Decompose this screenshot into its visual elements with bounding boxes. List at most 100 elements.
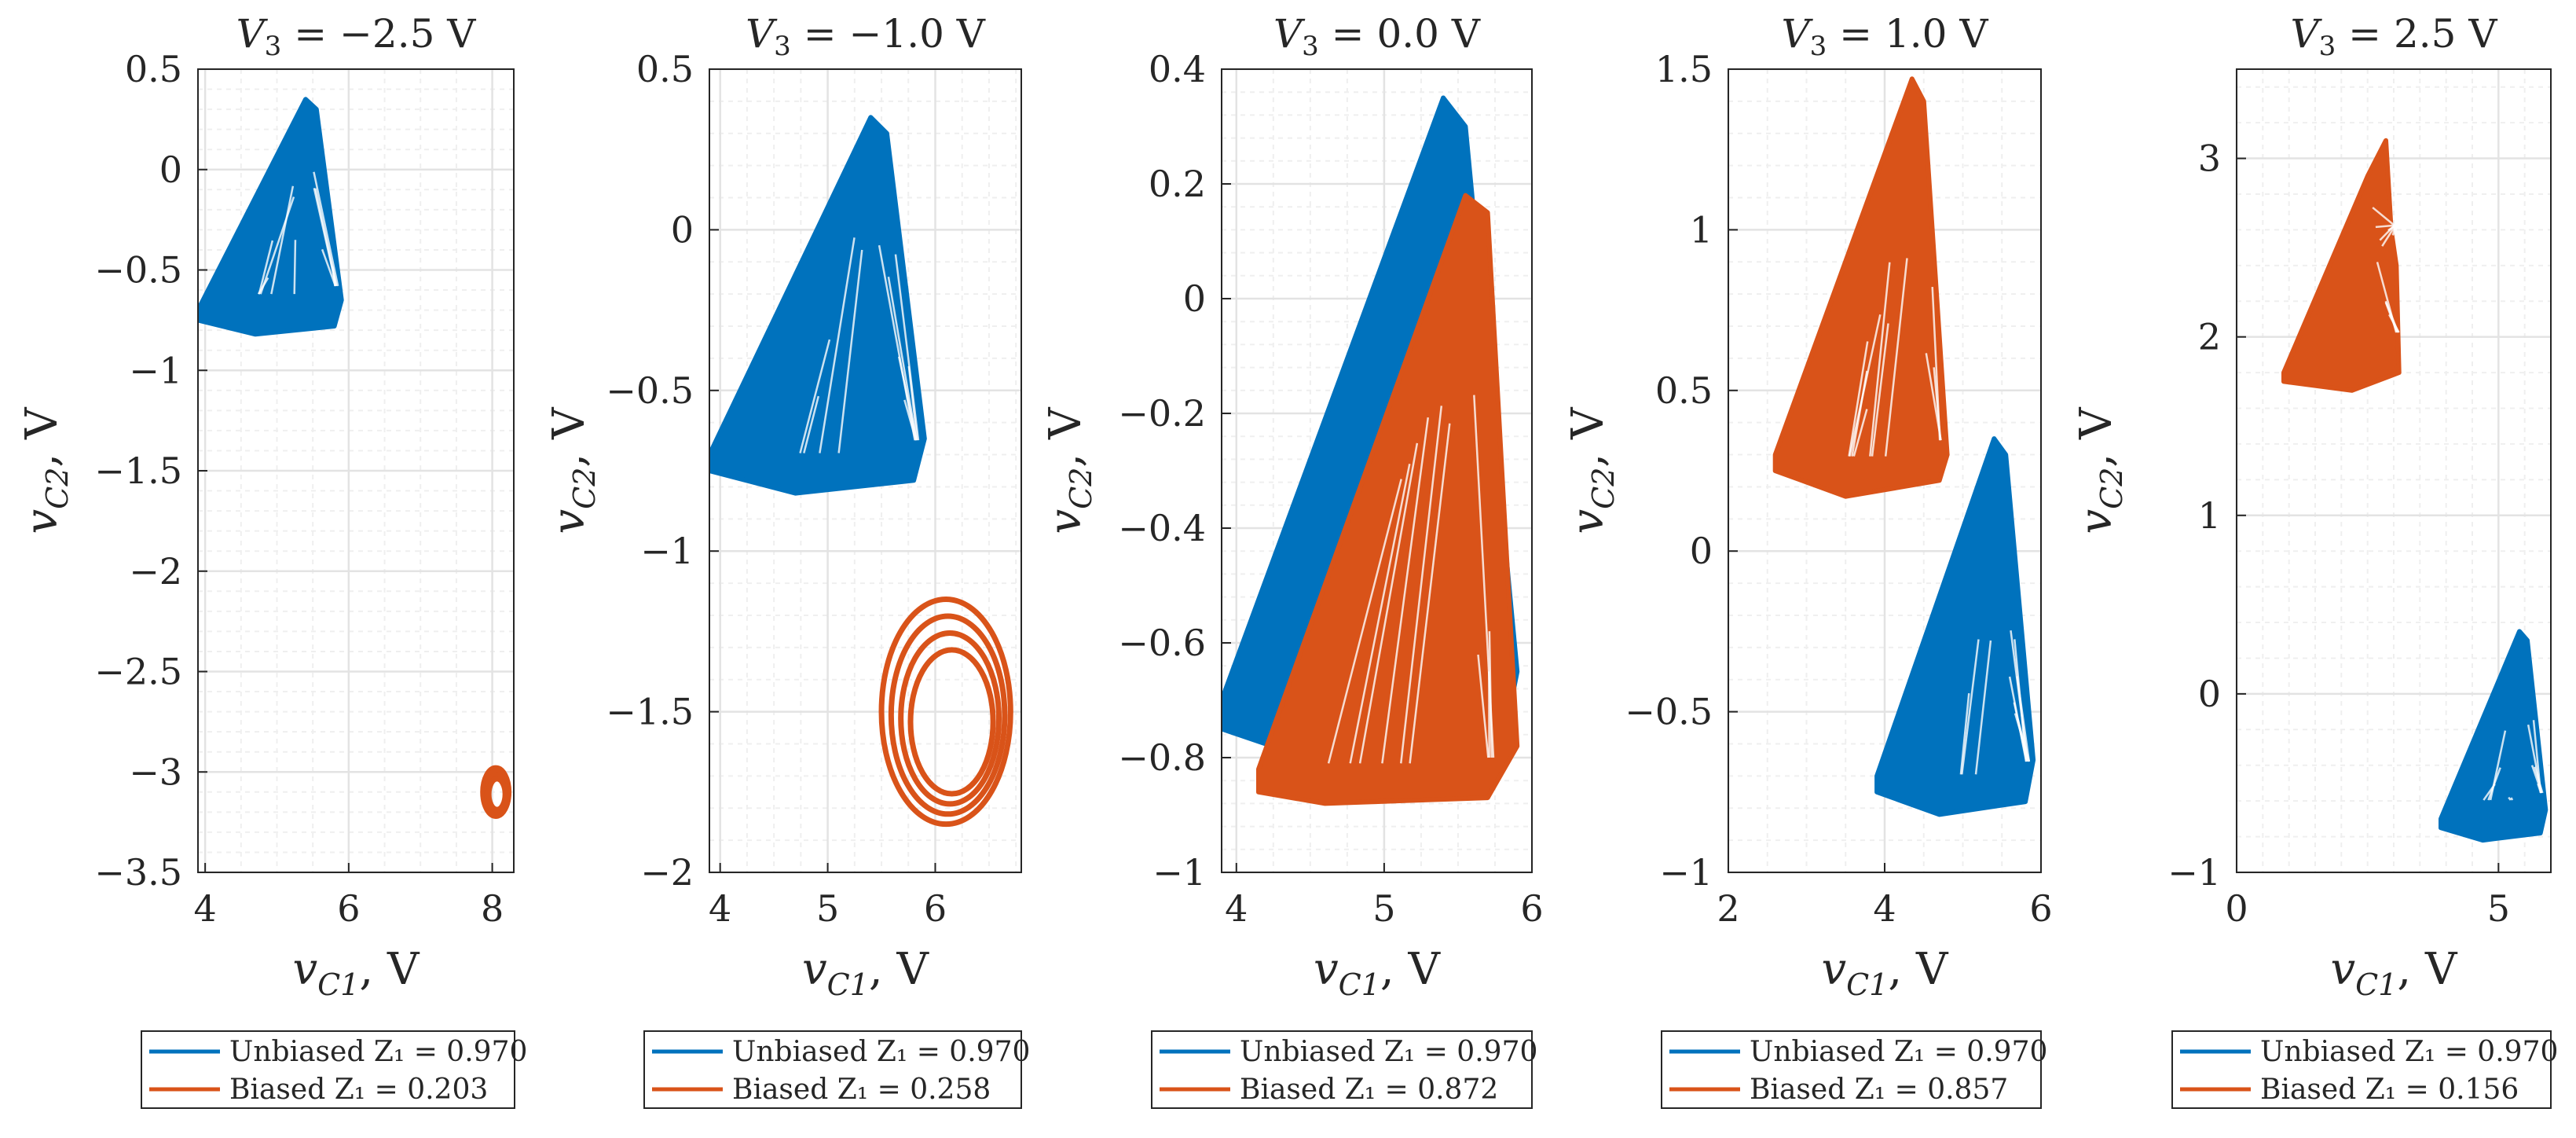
- legend-label: Unbiased Z₁ = 0.970: [229, 1036, 527, 1068]
- y-tick-label: 1.5: [1655, 48, 1713, 90]
- y-tick-label: 0.4: [1149, 48, 1206, 90]
- legend: Unbiased Z₁ = 0.970 Biased Z₁ = 0.857: [1662, 1031, 2047, 1108]
- panel-2: 4 5 6 −2 −1.5 −1 −0.5 0 0.5 V3 = −1.0 V vC1, V vC2,…: [544, 11, 1021, 1002]
- x-tick-label: 6: [1520, 887, 1543, 930]
- y-tick-label: −0.6: [1118, 622, 1206, 664]
- legend-label: Biased Z₁ = 0.857: [1750, 1074, 2008, 1106]
- panel-title: V3 = 2.5 V: [2291, 11, 2498, 62]
- y-axis-label: vC2, V: [544, 406, 602, 534]
- panel-1: 4 6 8 −3.5 −3 −2.5 −2 −1.5 −1 −0.5 0 0.5 V3 = −2.5 V…: [16, 11, 514, 1002]
- limit-cycle-loop: [901, 633, 999, 803]
- x-tick-label: 2: [1717, 887, 1739, 930]
- panel-title: V3 = 0.0 V: [1273, 11, 1481, 62]
- series-unbiased: [1877, 439, 2033, 814]
- y-tick-label: −0.8: [1118, 736, 1206, 779]
- y-tick-label: 3: [2198, 138, 2221, 180]
- y-tick-label: −1.5: [606, 691, 694, 733]
- y-tick-label: −2.5: [94, 651, 182, 693]
- x-tick-label: 4: [1873, 887, 1896, 930]
- x-tick-label: 4: [193, 887, 216, 930]
- plot-area: [2284, 141, 2545, 840]
- legend-label: Biased Z₁ = 0.872: [1240, 1074, 1498, 1106]
- y-tick-label: −0.5: [1625, 691, 1713, 733]
- legend-label: Biased Z₁ = 0.258: [732, 1074, 991, 1106]
- legend: Unbiased Z₁ = 0.970 Biased Z₁ = 0.156: [2172, 1031, 2558, 1108]
- limit-cycle-loop: [911, 650, 993, 794]
- attractor-region: [709, 117, 925, 493]
- plot-area: [709, 117, 1010, 824]
- attractor-region: [1877, 439, 2033, 814]
- y-tick-label: 0.5: [125, 48, 182, 90]
- plot-area: [1775, 79, 2033, 814]
- legend-label: Biased Z₁ = 0.156: [2260, 1074, 2519, 1106]
- attractor-region: [2284, 141, 2399, 391]
- panel-title: V3 = 1.0 V: [1782, 11, 1989, 62]
- panel-title: V3 = −2.5 V: [236, 11, 477, 62]
- y-tick-label: 0: [1183, 277, 1206, 320]
- x-axis-label: vC1, V: [802, 944, 930, 1002]
- y-tick-label: 0: [1690, 530, 1713, 572]
- y-tick-label: 0.5: [1655, 369, 1713, 412]
- y-tick-label: 0.2: [1149, 163, 1206, 205]
- trajectory-streak: [2511, 798, 2512, 800]
- y-tick-label: −1: [2167, 851, 2221, 894]
- series-unbiased: [709, 117, 925, 493]
- panel-4: 2 4 6 −1 −0.5 0 0.5 1 1.5 V3 = 1.0 V vC1, V vC2, V: [1563, 11, 2053, 1002]
- x-tick-label: 6: [2029, 887, 2052, 930]
- y-tick-label: −2: [129, 550, 182, 593]
- legend-label: Unbiased Z₁ = 0.970: [1750, 1036, 2047, 1068]
- x-tick-label: 5: [2487, 887, 2510, 930]
- legend: Unbiased Z₁ = 0.970 Biased Z₁ = 0.872: [1152, 1031, 1537, 1108]
- series-biased: [2284, 141, 2399, 391]
- legend-label: Unbiased Z₁ = 0.970: [1240, 1036, 1537, 1068]
- x-tick-label: 5: [816, 887, 839, 930]
- x-tick-label: 8: [481, 887, 504, 930]
- x-axis-label: vC1, V: [2331, 944, 2459, 1002]
- y-tick-label: −1: [1659, 851, 1713, 894]
- y-tick-label: −3: [129, 751, 182, 793]
- plot-area: [198, 99, 509, 816]
- y-tick-label: 0: [671, 208, 694, 251]
- series-unbiased: [198, 99, 342, 334]
- panel-title: V3 = −1.0 V: [746, 11, 986, 62]
- y-axis-label: vC2, V: [1040, 406, 1098, 534]
- x-tick-label: 6: [924, 887, 947, 930]
- y-tick-label: −1: [640, 530, 694, 572]
- legend-label: Biased Z₁ = 0.203: [229, 1074, 488, 1106]
- y-tick-label: −0.2: [1118, 392, 1206, 435]
- legend-label: Unbiased Z₁ = 0.970: [2260, 1036, 2558, 1068]
- y-tick-label: −2: [640, 851, 694, 894]
- y-tick-label: −1.5: [94, 450, 182, 492]
- y-tick-label: −1: [129, 349, 182, 391]
- y-tick-label: 0: [2198, 673, 2221, 715]
- y-axis-label: vC2, V: [1563, 406, 1621, 534]
- x-tick-label: 6: [337, 887, 360, 930]
- attractor-region: [1775, 79, 1948, 496]
- y-axis-label: vC2, V: [2071, 406, 2129, 534]
- series-unbiased: [2441, 631, 2545, 840]
- y-tick-label: 2: [2198, 316, 2221, 358]
- x-tick-label: 4: [1225, 887, 1248, 930]
- y-tick-label: 1: [2198, 494, 2221, 537]
- x-axis-label: vC1, V: [1314, 944, 1442, 1002]
- y-tick-label: −0.4: [1118, 507, 1206, 549]
- panel-3: 4 5 6 −1 −0.8 −0.6 −0.4 −0.2 0 0.2 0.4 V3 = 0.0 V vC…: [1040, 11, 1544, 1002]
- limit-cycle-loop: [489, 779, 505, 809]
- y-tick-label: 0.5: [636, 48, 694, 90]
- y-tick-label: −1: [1152, 851, 1206, 894]
- series-biased: [1775, 79, 1948, 496]
- x-axis-label: vC1, V: [1822, 944, 1950, 1002]
- y-tick-label: −3.5: [94, 851, 182, 894]
- y-tick-label: −0.5: [606, 369, 694, 412]
- x-tick-label: 4: [709, 887, 731, 930]
- plot-area: [1222, 98, 1517, 804]
- x-tick-label: 5: [1372, 887, 1395, 930]
- y-axis-label: vC2, V: [16, 406, 75, 534]
- y-tick-label: 1: [1690, 208, 1713, 251]
- x-axis-label: vC1, V: [293, 944, 421, 1002]
- y-tick-label: −0.5: [94, 249, 182, 292]
- y-tick-label: 0: [159, 149, 182, 191]
